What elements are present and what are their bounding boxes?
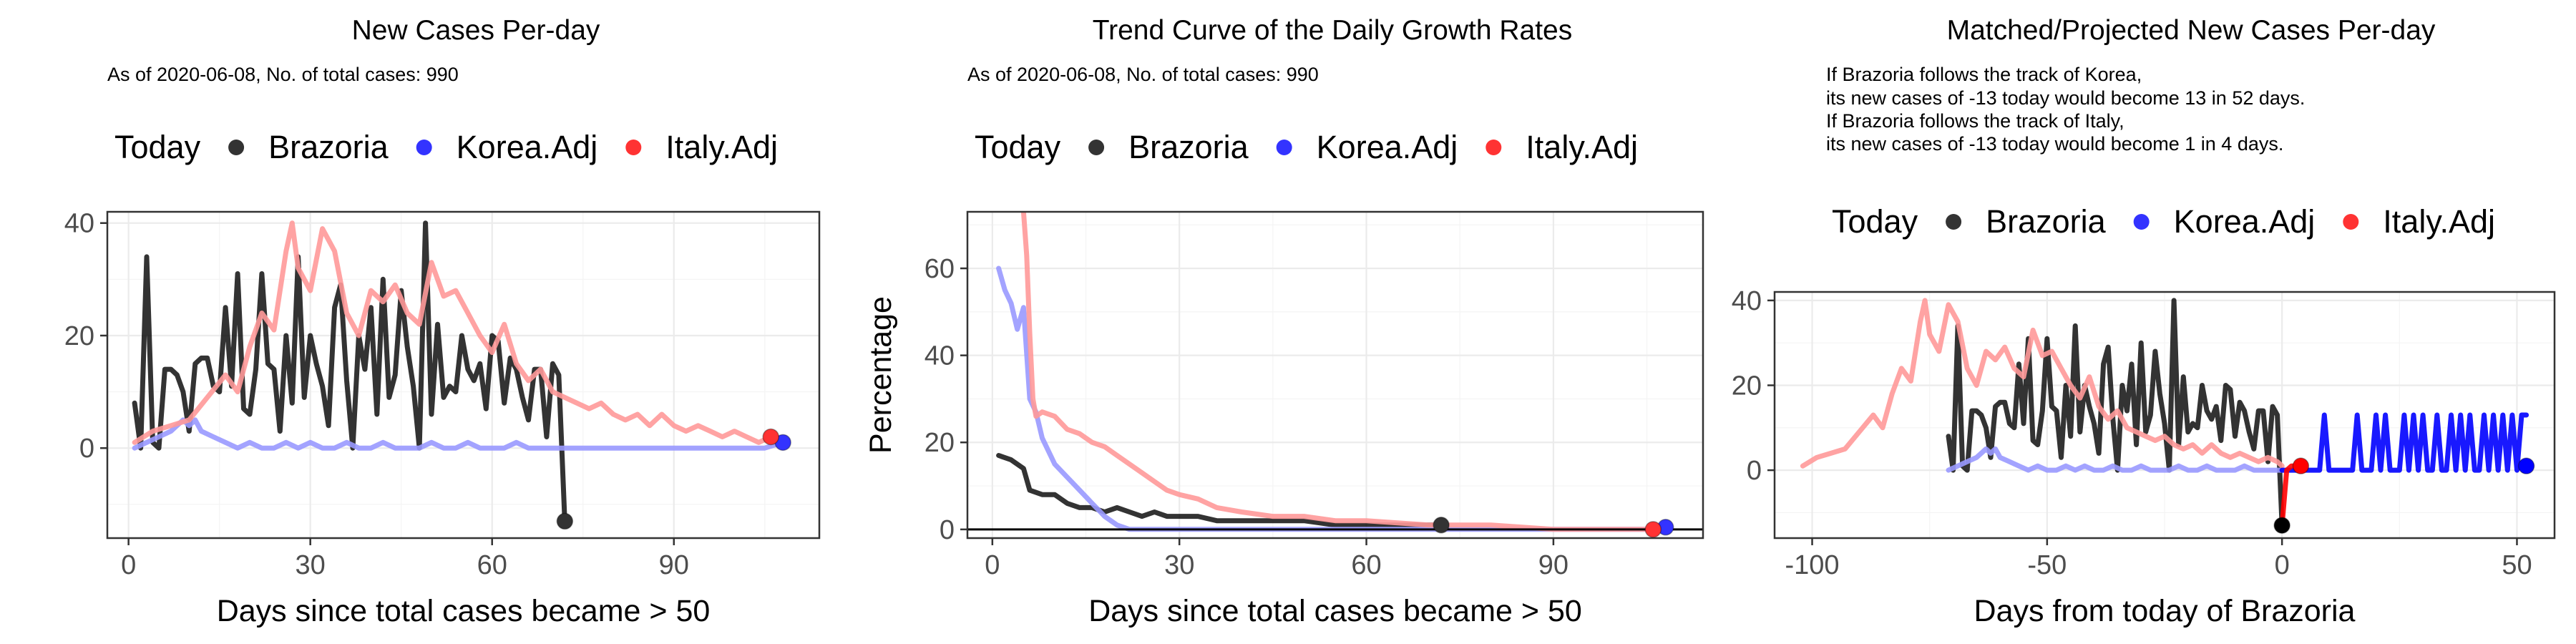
legend-key-marker — [2343, 214, 2359, 230]
chart-subtitle: As of 2020-06-08, No. of total cases: 99… — [967, 64, 1319, 85]
y-tick-label: 40 — [64, 209, 94, 239]
legend: Today Brazoria Korea.Adj Italy.Adj — [114, 129, 778, 165]
legend: Today Brazoria Korea.Adj Italy.Adj — [975, 129, 1638, 165]
series-line-italy-adj — [1800, 298, 2285, 469]
panel-border — [966, 210, 1704, 540]
series-line-brazoria — [996, 453, 1444, 528]
series-line-italy-adj-projection — [2279, 463, 2303, 528]
today-point-korea-adj — [2517, 457, 2535, 474]
x-tick-label: 0 — [121, 550, 136, 580]
y-tick-label: 0 — [1747, 456, 1762, 486]
today-point-italy-adj — [1644, 521, 1662, 538]
legend-key-marker — [625, 140, 642, 155]
legend-key-marker — [2133, 214, 2150, 230]
legend-label: Italy.Adj — [665, 129, 778, 165]
plot-area — [132, 220, 786, 524]
series-line-brazoria — [132, 220, 567, 524]
x-tick-label: 30 — [1164, 550, 1194, 580]
legend-label: Korea.Adj — [457, 129, 598, 165]
x-tick-label: 0 — [985, 550, 1000, 580]
y-axis-label: Percentage — [864, 296, 898, 454]
legend-label: Korea.Adj — [1317, 129, 1458, 165]
x-tick-label: -50 — [2027, 550, 2067, 580]
x-tick-label: 60 — [477, 550, 507, 580]
x-axis-label: Days since total cases became > 50 — [1088, 594, 1582, 628]
legend-label: Italy.Adj — [2383, 203, 2495, 240]
series-line-brazoria — [1946, 298, 2285, 528]
legend-label: Brazoria — [1128, 129, 1249, 165]
y-tick-label: 60 — [924, 254, 955, 284]
chart-subtitle: If Brazoria follows the track of Italy, — [1826, 110, 2124, 132]
series-line-italy-adj — [132, 220, 774, 445]
legend-label: Brazoria — [1986, 203, 2107, 240]
legend-key-marker — [1088, 140, 1105, 155]
panel-border — [1773, 291, 2556, 540]
legend: Today Brazoria Korea.Adj Italy.Adj — [1832, 203, 2495, 240]
x-axis-label: Days since total cases became > 50 — [217, 594, 711, 628]
chart-subtitle: As of 2020-06-08, No. of total cases: 99… — [107, 64, 459, 85]
panel-border — [106, 210, 821, 540]
chart-subtitle: its new cases of -13 today would become … — [1826, 133, 2283, 155]
series-line-korea-adj-projection — [2279, 412, 2529, 473]
today-point-italy-adj — [2292, 457, 2310, 474]
y-tick-label: 0 — [79, 434, 94, 464]
chart-subtitle: If Brazoria follows the track of Korea, — [1826, 64, 2142, 85]
x-tick-label: 0 — [2275, 550, 2290, 580]
chart-title: New Cases Per-day — [352, 15, 600, 46]
y-tick-label: 0 — [940, 515, 955, 545]
chart-title: Trend Curve of the Daily Growth Rates — [1093, 15, 1572, 46]
legend-key-marker — [1276, 140, 1292, 155]
x-tick-label: 60 — [1351, 550, 1381, 580]
y-tick-label: 20 — [64, 321, 94, 351]
chart-panel-3: Matched/Projected New Cases Per-day If Br… — [1732, 15, 2556, 628]
today-point-brazoria — [556, 512, 574, 530]
plot-area — [967, 212, 1703, 532]
x-axis-label: Days from today of Brazoria — [1974, 594, 2356, 628]
today-point-brazoria — [2273, 517, 2290, 534]
series-line-italy-adj — [1020, 212, 1656, 532]
series-line-korea-adj — [1946, 446, 2285, 473]
legend-title: Today — [114, 129, 201, 165]
x-tick-label: 90 — [659, 550, 689, 580]
legend-title: Today — [975, 129, 1061, 165]
x-tick-label: 50 — [2502, 550, 2532, 580]
series-line-korea-adj — [132, 417, 786, 451]
today-point-italy-adj — [762, 428, 780, 446]
legend-label: Korea.Adj — [2174, 203, 2316, 240]
chart-panel-2: Trend Curve of the Daily Growth Rates As … — [864, 15, 1704, 628]
y-tick-label: 20 — [924, 428, 955, 458]
y-tick-label: 40 — [1732, 286, 1762, 316]
legend-key-marker — [1485, 140, 1502, 155]
x-tick-label: 30 — [296, 550, 326, 580]
y-tick-label: 40 — [924, 341, 955, 371]
today-point-brazoria — [1433, 517, 1450, 534]
legend-key-marker — [1946, 214, 1962, 230]
legend-label: Italy.Adj — [1526, 129, 1638, 165]
x-tick-label: -100 — [1785, 550, 1839, 580]
chart-subtitle: its new cases of -13 today would become … — [1826, 87, 2305, 109]
y-tick-label: 20 — [1732, 371, 1762, 401]
chart-title: Matched/Projected New Cases Per-day — [1947, 15, 2436, 46]
chart-panel-1: New Cases Per-day As of 2020-06-08, No. o… — [64, 15, 821, 628]
legend-key-marker — [228, 140, 245, 155]
x-tick-label: 90 — [1538, 550, 1568, 580]
legend-key-marker — [416, 140, 432, 155]
legend-title: Today — [1832, 203, 1918, 240]
legend-label: Brazoria — [268, 129, 389, 165]
